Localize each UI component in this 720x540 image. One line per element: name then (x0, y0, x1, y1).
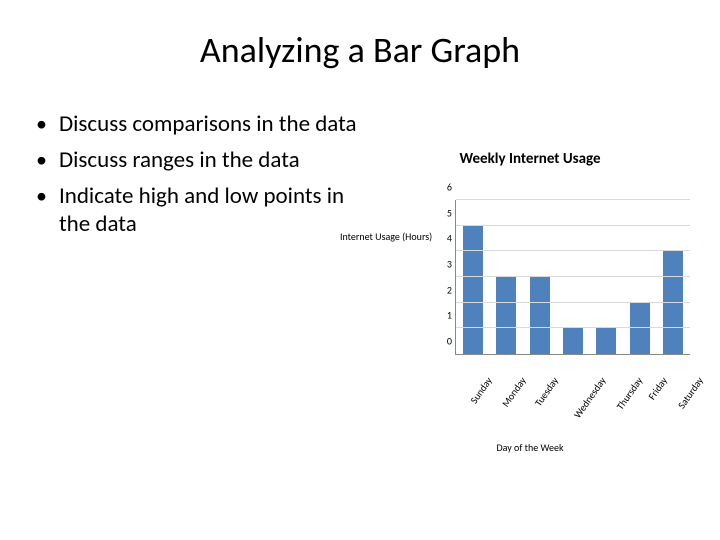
grid-line (456, 302, 690, 303)
list-item: • Indicate high and low points in the da… (30, 182, 360, 238)
x-tick-label: Saturday (675, 374, 706, 411)
y-tick-label: 6 (447, 181, 452, 194)
bar-slot (556, 200, 589, 354)
bullet-dot-icon: • (36, 182, 47, 210)
x-label-slot: Monday (485, 360, 518, 420)
x-label-slot: Wednesday (551, 360, 598, 420)
x-label-slot: Sunday (455, 360, 485, 420)
bar-slot (623, 200, 656, 354)
bullet-list: • Discuss comparisons in the data • Disc… (30, 110, 360, 246)
bar (496, 277, 516, 355)
y-tick-label: 2 (447, 283, 452, 296)
y-axis-label: Internet Usage (Hours) (340, 230, 432, 243)
y-tick-label: 0 (447, 335, 452, 348)
bullet-text: Indicate high and low points in the data (59, 182, 360, 238)
bar-chart: Weekly Internet Usage Internet Usage (Ho… (360, 150, 700, 450)
bullet-dot-icon: • (36, 146, 47, 174)
x-labels: SundayMondayTuesdayWednesdayThursdayFrid… (455, 360, 690, 420)
plot-area: 0123456 (455, 200, 690, 355)
bar (530, 277, 550, 355)
bar-slot (523, 200, 556, 354)
grid-line (456, 199, 690, 200)
x-label-slot: Thursday (598, 360, 635, 420)
y-tick-label: 3 (447, 258, 452, 271)
bar (463, 225, 483, 354)
bar-slot (489, 200, 522, 354)
bars-container (456, 200, 690, 354)
y-tick-label: 1 (447, 309, 452, 322)
bullet-dot-icon: • (36, 110, 47, 138)
bar (596, 328, 616, 354)
bar-slot (657, 200, 690, 354)
list-item: • Discuss comparisons in the data (30, 110, 360, 138)
bar-slot (590, 200, 623, 354)
x-label-slot: Saturday (660, 360, 696, 420)
slide-title: Analyzing a Bar Graph (0, 28, 720, 72)
grid-line (456, 276, 690, 277)
x-axis-label: Day of the Week (360, 441, 700, 454)
grid-line (456, 225, 690, 226)
bar (563, 328, 583, 354)
y-tick-label: 4 (447, 232, 452, 245)
bullet-text: Discuss comparisons in the data (59, 110, 357, 138)
grid-line (456, 327, 690, 328)
bar-slot (456, 200, 489, 354)
chart-title: Weekly Internet Usage (360, 150, 700, 168)
grid-line (456, 250, 690, 251)
y-tick-label: 5 (447, 206, 452, 219)
bullet-text: Discuss ranges in the data (59, 146, 300, 174)
slide: Analyzing a Bar Graph • Discuss comparis… (0, 0, 720, 540)
list-item: • Discuss ranges in the data (30, 146, 360, 174)
